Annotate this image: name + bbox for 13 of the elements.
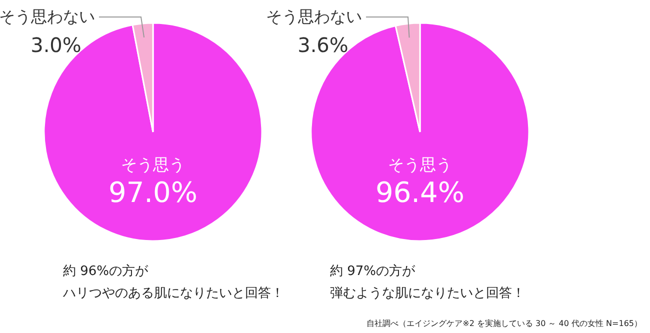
text: 約 97%の方が <box>330 263 416 279</box>
slice-label: そう思う <box>121 155 185 174</box>
text: 約 96%の方が <box>63 263 150 279</box>
text: 弾むような肌になりたいと回答！ <box>330 286 525 301</box>
data-label: 3.0% <box>30 33 82 57</box>
slice-label: そう思わない <box>0 7 95 26</box>
slice-label: そう思う <box>388 155 452 174</box>
data-label: 97.0% <box>108 176 198 209</box>
text: ハリつやのある肌になりたいと回答！ <box>62 286 284 301</box>
slice-label: そう思わない <box>266 7 362 26</box>
data-label: 3.6% <box>298 33 348 57</box>
data-label: 96.4% <box>376 176 464 209</box>
text: 自社調べ（エイジングケア※2 を実施している 30 ～ 40 代の女性 N=165） <box>366 319 642 328</box>
